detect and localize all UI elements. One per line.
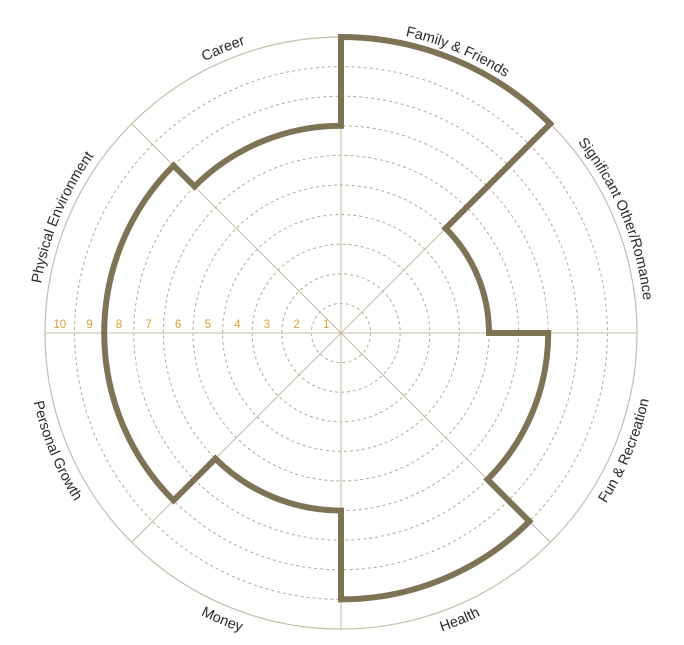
score-outline (101, 33, 555, 603)
segment-label: Physical Environment (29, 149, 97, 285)
segment-spoke (131, 123, 342, 334)
segment-label: Personal Growth (30, 399, 85, 503)
segment-label: Fun & Recreation (596, 397, 653, 506)
scale-tick-label: 8 (116, 319, 122, 331)
segment-spoke (131, 332, 342, 543)
scale-tick-label: 2 (293, 319, 299, 331)
scale-tick-label: 7 (145, 319, 151, 331)
scale-tick-label: 4 (234, 319, 241, 331)
segment-label: Significant Other/Romance (575, 135, 656, 301)
scale-tick-label: 1 (323, 319, 329, 331)
segment-label: Health (438, 605, 483, 636)
scale-tick-label: 3 (264, 319, 270, 331)
scale-tick-label: 10 (53, 319, 66, 331)
scale-tick-label: 6 (175, 319, 181, 331)
segment-label: Career (199, 33, 247, 65)
segment-label: Money (199, 604, 246, 636)
scale-tick-label: 9 (86, 319, 92, 331)
score-line (101, 33, 555, 603)
scale-tick-label: 5 (205, 319, 211, 331)
segment-label: Family & Friends (404, 24, 511, 81)
scale-tick-labels: 1 2 3 4 5 6 7 8 9 10 (53, 319, 329, 331)
